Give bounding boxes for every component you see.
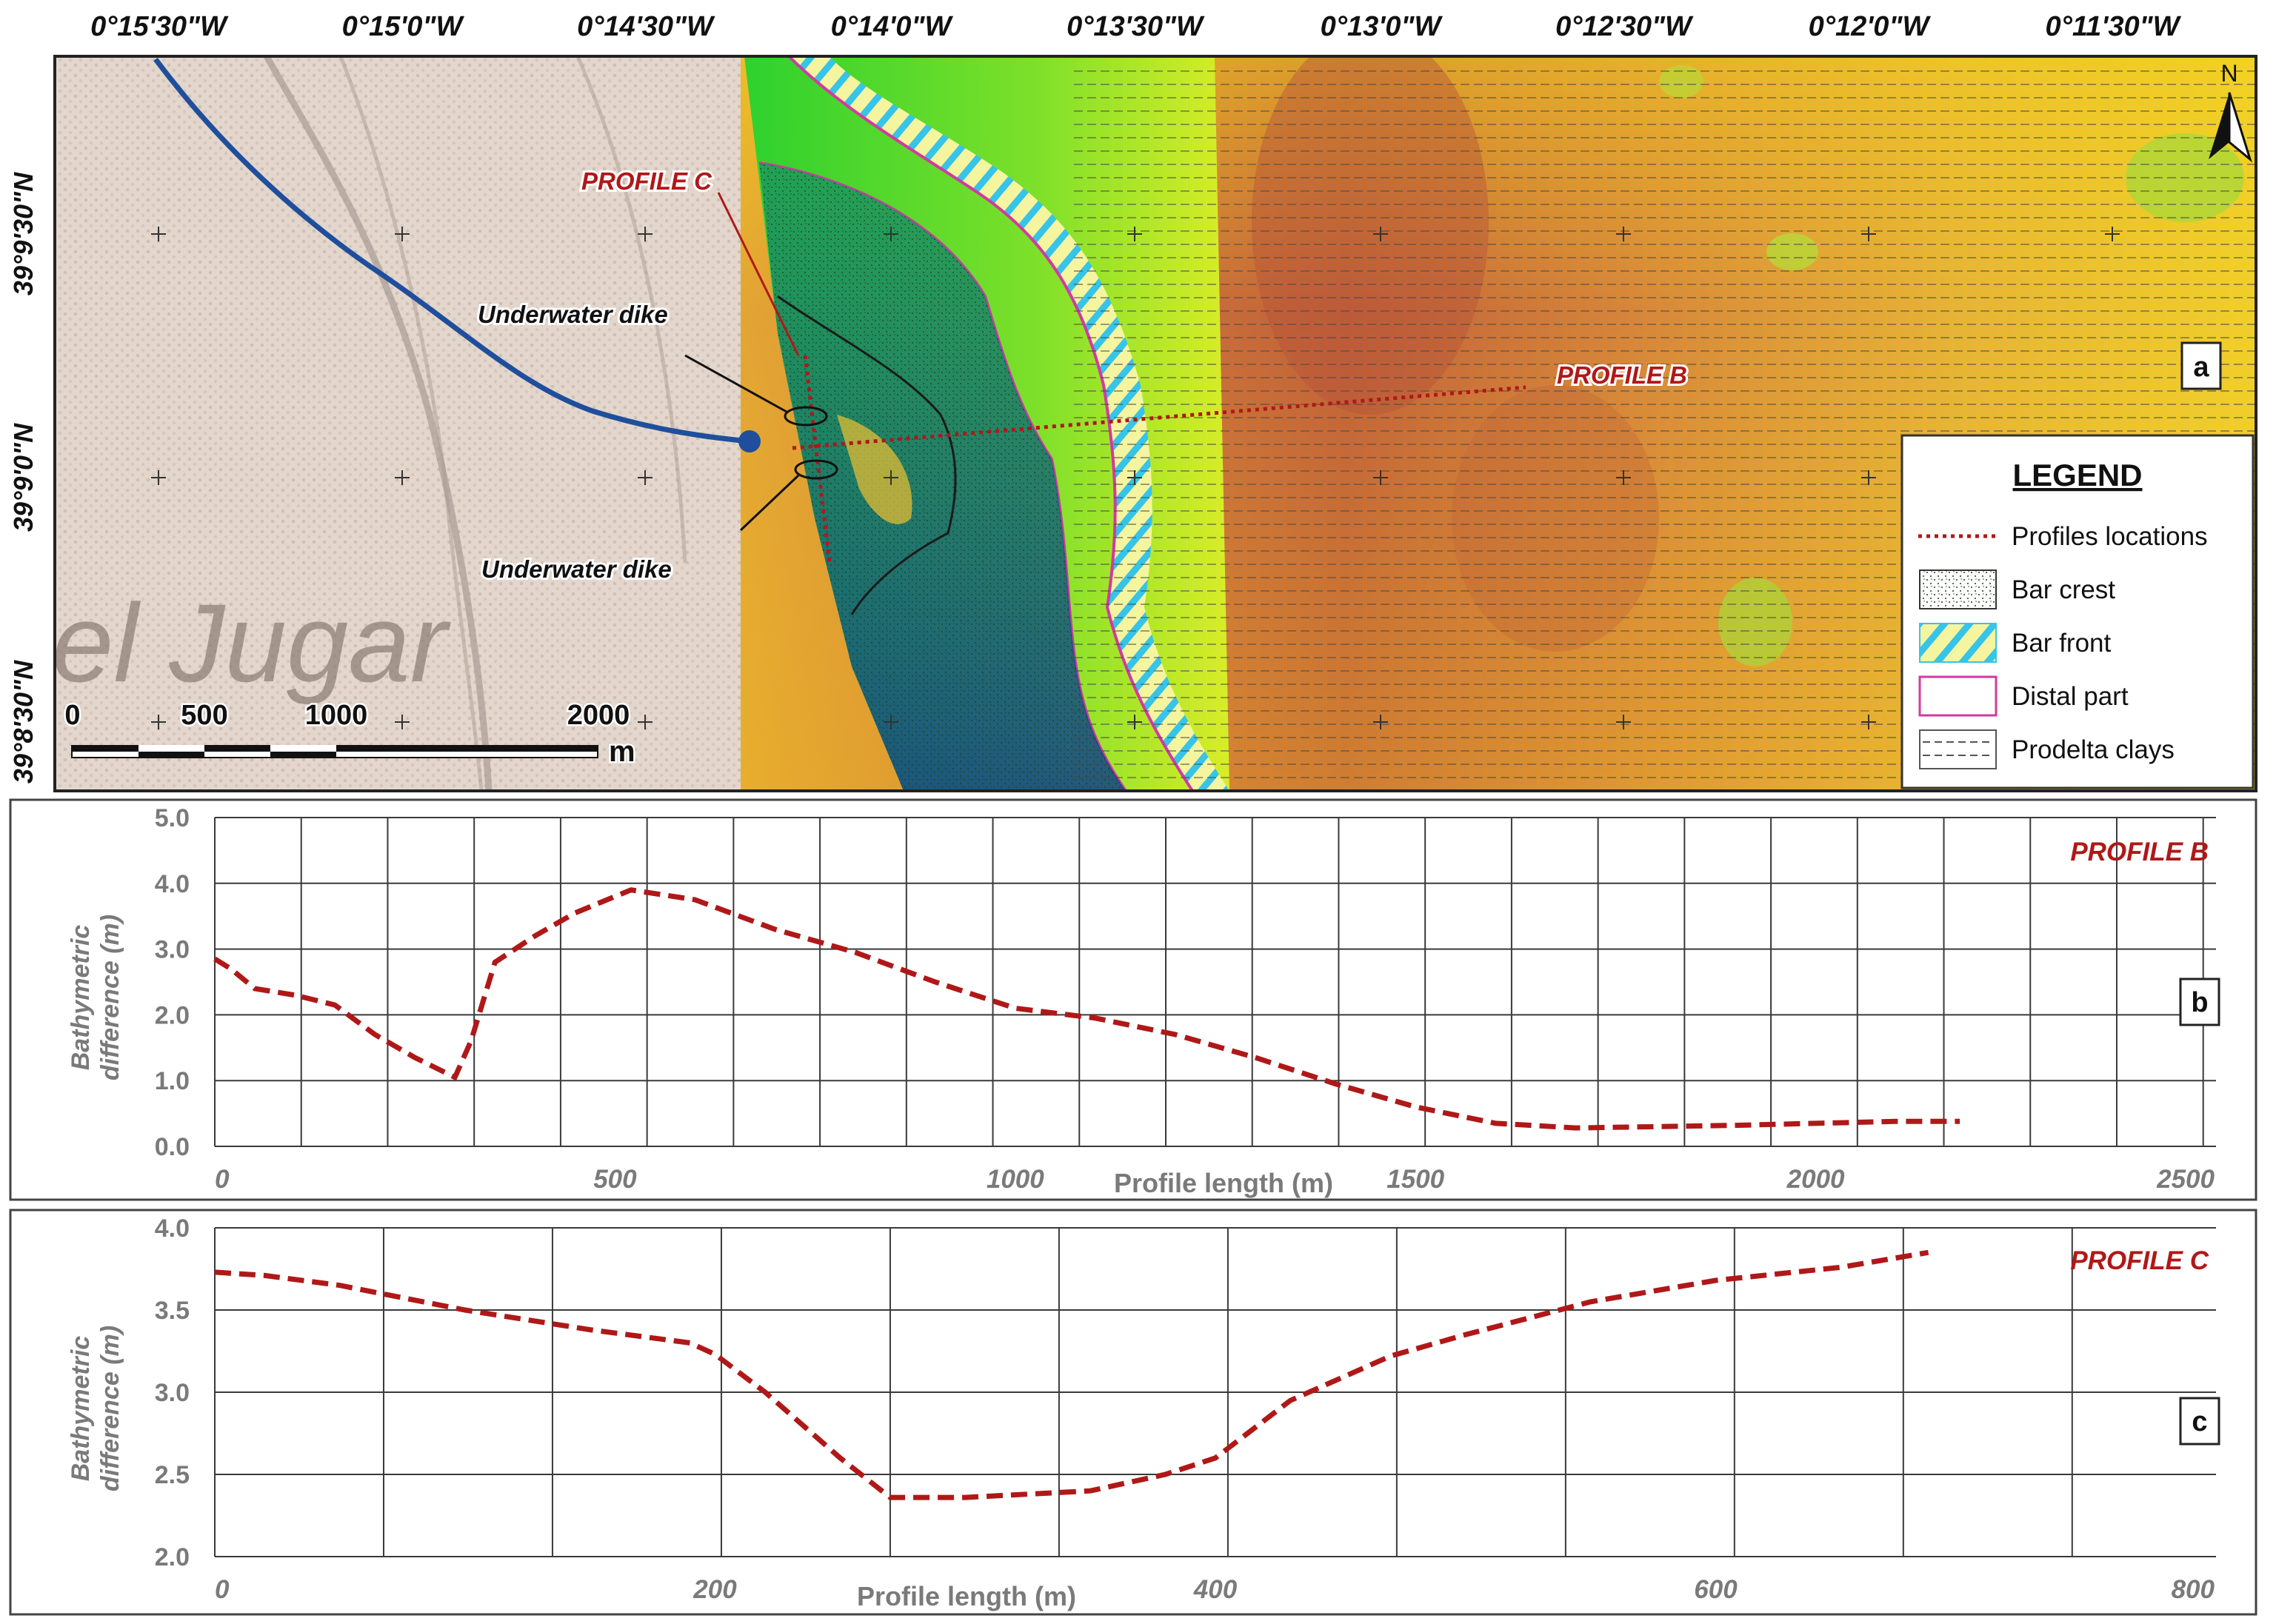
legend-symbol-bar-front [1919,623,1997,663]
legend-label-prodelta: Prodelta clays [2012,735,2175,764]
map-panel: el Jugar [8,11,2257,792]
legend-title: LEGEND [2012,458,2142,492]
scale-tick-0: 0 [64,700,80,731]
dike-label-bottom: Underwater dike [481,555,672,583]
lon-label: 0°13'0"W [1321,11,1444,42]
basemap-text: el Jugar [52,581,451,705]
y-tick-label: 2.0 [155,1001,190,1029]
x-tick-label: 1000 [987,1165,1044,1194]
y-tick-label: 5.0 [155,804,190,832]
chart-c-ylabel-line1: Bathymetric [67,1336,95,1482]
underwater-dike-top [784,406,828,427]
y-tick-label: 3.0 [155,936,190,964]
x-tick-label: 400 [1193,1575,1238,1604]
chart-c-xlabel: Profile length (m) [857,1581,1076,1611]
profile-b-chart: 0.0 1.0 2.0 3.0 4.0 5.0 0 500 1000 1500 2000 2500 B… [9,798,2257,1201]
chart-b-frame [9,798,2257,1201]
lat-label: 39°9'30"N [8,172,39,295]
panel-label-b: b [2191,987,2208,1018]
x-tick-label: 2500 [2156,1165,2215,1194]
north-arrow-icon: N [2209,60,2252,163]
underwater-dike-bottom [794,459,838,480]
profile-c-line [803,355,832,564]
panel-label-c: c [2192,1406,2207,1437]
profile-b-label: PROFILE B [1557,361,1687,389]
profile-c-series-line [214,1249,1929,1500]
river-mouth-marker [738,430,761,452]
y-tick-label: 4.0 [155,1214,190,1243]
bar-front-zone [789,56,1229,791]
y-tick-label: 4.0 [155,870,190,898]
lat-label: 39°9'0"N [8,423,39,532]
chart-b-ylabel-line2: difference (m) [96,915,124,1080]
basemap-track [264,56,493,791]
profile-b-line [792,385,1526,450]
chart-c-ylabel-line2: difference (m) [96,1326,124,1491]
lon-label: 0°14'30"W [577,11,715,42]
scale-tick-1000: 1000 [305,700,368,731]
map-frame [53,55,2257,792]
x-tick-label: 1500 [1386,1165,1444,1194]
x-tick-label: 500 [593,1165,637,1194]
latitude-labels: 39°9'30"N 39°9'0"N 39°8'30"N [8,172,39,783]
lat-label: 39°8'30"N [8,660,39,783]
scale-bar: 0 500 1000 2000 m [63,698,637,770]
chart-b-ylabel-line1: Bathymetric [67,925,95,1071]
dike-label-top: Underwater dike [478,301,668,328]
x-tick-label: 200 [693,1575,737,1604]
chart-c-frame [9,1209,2257,1616]
x-tick-label: 2000 [1786,1165,1845,1194]
y-tick-label: 0.0 [155,1133,190,1161]
lon-label: 0°15'30"W [90,11,229,42]
scale-tick-2000: 2000 [567,700,630,731]
y-tick-label: 1.0 [155,1067,190,1095]
prodelta-dashes [1074,70,2256,778]
profile-b-series-line [213,887,1960,1131]
legend-label-bar-crest: Bar crest [2012,575,2115,604]
x-tick-label: 600 [1694,1575,1738,1604]
chart-c-series-label: PROFILE C [2070,1246,2209,1275]
scale-tick-500: 500 [181,700,227,731]
profile-c-label: PROFILE C [581,167,712,195]
legend-label-distal: Distal part [2012,682,2129,711]
lon-label: 0°15'0"W [342,11,465,42]
lon-label: 0°13'30"W [1067,11,1205,42]
y-tick-label: 3.0 [155,1379,190,1407]
north-label: N [2220,60,2237,87]
basemap-track [338,56,484,791]
lon-label: 0°14'0"W [831,11,954,42]
x-tick-label: 800 [2172,1575,2215,1604]
y-tick-label: 3.5 [155,1297,190,1325]
chart-b-xlabel: Profile length (m) [1114,1168,1333,1198]
y-tick-label: 2.0 [155,1543,190,1571]
legend: LEGEND Profiles locations Bar crest Bar … [1900,434,2255,789]
lon-label: 0°11'30"W [2046,11,2182,42]
scale-unit: m [609,735,635,768]
lon-label: 0°12'0"W [1809,11,1932,42]
longitude-labels: 0°15'30"W 0°15'0"W 0°14'30"W 0°14'0"W 0°… [90,11,2182,42]
lon-label: 0°12'30"W [1555,11,1694,42]
panel-label-a: a [2193,352,2209,383]
x-tick-label: 0 [215,1165,230,1194]
chart-b-series-label: PROFILE B [2070,838,2209,866]
legend-symbol-distal [1918,675,1998,717]
river-channel [153,57,750,444]
legend-label-bar-front: Bar front [2012,629,2111,658]
basemap-track [575,56,687,564]
legend-symbol-prodelta [1919,729,1997,769]
y-tick-label: 2.5 [155,1461,190,1489]
profile-c-chart: 2.0 2.5 3.0 3.5 4.0 0 200 400 600 800 Bathymetric… [9,1209,2257,1616]
x-tick-label: 0 [215,1575,230,1604]
legend-label-profiles: Profiles locations [2012,522,2208,551]
